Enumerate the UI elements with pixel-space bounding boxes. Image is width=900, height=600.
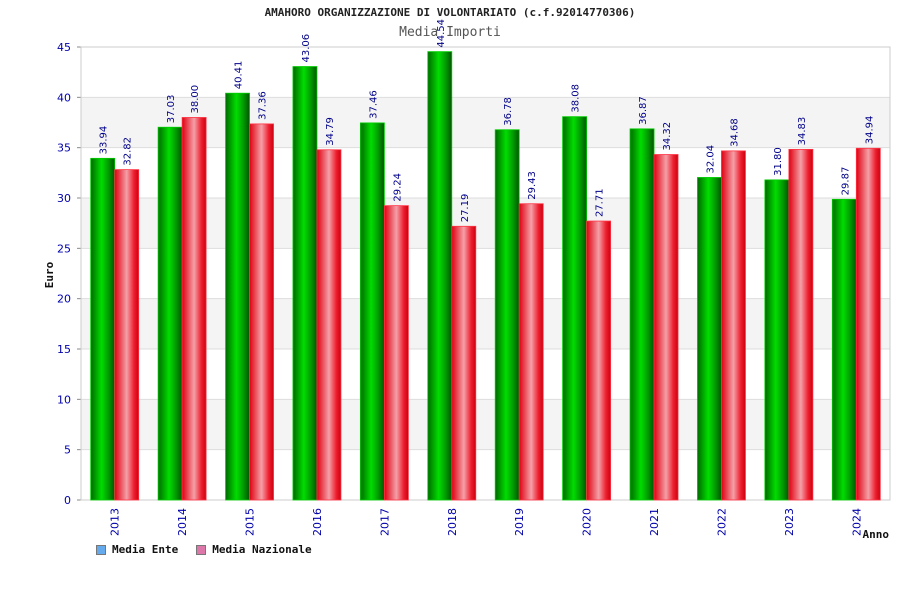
x-tick-label: 2021 xyxy=(648,508,661,536)
y-tick-label: 15 xyxy=(57,343,71,356)
data-label: 29.43 xyxy=(527,171,538,200)
data-label: 27.19 xyxy=(460,194,471,223)
grid-band xyxy=(81,298,890,349)
data-label: 37.03 xyxy=(166,95,177,124)
plot-area xyxy=(80,46,891,501)
legend-label-media-nazionale: Media Nazionale xyxy=(212,543,312,556)
data-label: 36.87 xyxy=(638,96,649,125)
data-label: 34.68 xyxy=(729,118,740,147)
bar-media-nazionale-2013 xyxy=(114,169,140,501)
x-tick-label: 2022 xyxy=(715,508,728,536)
data-label: 33.94 xyxy=(99,126,110,155)
data-label: 44.54 xyxy=(436,19,447,48)
y-tick-label: 20 xyxy=(57,293,71,306)
x-tick-label: 2013 xyxy=(109,508,122,536)
bar-media-nazionale-2014 xyxy=(181,117,207,501)
data-label: 34.32 xyxy=(662,122,673,151)
legend-item-media-ente: Media Ente xyxy=(96,543,178,556)
data-label: 31.80 xyxy=(773,147,784,176)
data-label: 38.00 xyxy=(190,85,201,114)
y-tick-label: 5 xyxy=(64,444,71,457)
y-tick-label: 0 xyxy=(64,494,71,507)
data-label: 27.71 xyxy=(595,188,606,217)
data-label: 34.94 xyxy=(864,116,875,145)
legend-swatch-media-nazionale xyxy=(196,544,207,555)
bar-media-ente-2017 xyxy=(359,122,385,501)
data-label: 34.79 xyxy=(325,117,336,146)
bar-media-nazionale-2018 xyxy=(451,225,477,501)
y-tick-label: 30 xyxy=(57,192,71,205)
bar-media-nazionale-2022 xyxy=(721,150,746,501)
x-axis-title: Anno xyxy=(863,528,890,541)
bar-media-ente-2016 xyxy=(292,66,318,501)
legend-label-media-ente: Media Ente xyxy=(112,543,179,556)
y-tick-label: 40 xyxy=(57,91,71,104)
chart-title: AMAHORO ORGANIZZAZIONE DI VOLONTARIATO (… xyxy=(264,6,636,19)
y-axis-title: Euro xyxy=(43,261,56,288)
data-label: 38.08 xyxy=(571,84,582,113)
y-tick-label: 35 xyxy=(57,142,71,155)
grid-band xyxy=(81,399,890,450)
grid-band xyxy=(81,198,890,249)
bar-media-ente-2019 xyxy=(494,129,520,501)
data-label: 29.87 xyxy=(840,167,851,196)
data-label: 37.46 xyxy=(368,90,379,119)
x-tick-label: 2024 xyxy=(850,508,863,536)
bar-media-ente-2018 xyxy=(427,51,453,501)
bar-media-ente-2021 xyxy=(629,128,655,501)
bar-media-ente-2020 xyxy=(562,116,588,501)
data-label: 40.41 xyxy=(234,61,245,90)
data-label: 36.78 xyxy=(503,97,514,126)
legend-swatch-media-ente xyxy=(96,544,106,555)
x-tick-label: 2017 xyxy=(378,508,391,536)
bar-media-ente-2023 xyxy=(764,179,790,501)
data-label: 32.82 xyxy=(123,137,134,166)
bar-media-nazionale-2015 xyxy=(249,123,274,501)
data-label: 34.83 xyxy=(797,117,808,146)
grid-band xyxy=(81,97,890,148)
x-tick-label: 2019 xyxy=(513,508,526,536)
bar-media-ente-2014 xyxy=(157,126,183,501)
bar-media-nazionale-2016 xyxy=(316,149,342,501)
legend-item-media-nazionale: Media Nazionale xyxy=(196,543,312,556)
x-tick-label: 2016 xyxy=(311,508,324,536)
bar-media-nazionale-2019 xyxy=(518,203,544,501)
y-tick-label: 45 xyxy=(57,41,71,54)
x-tick-label: 2020 xyxy=(581,508,594,536)
legend: Media Ente Media Nazionale xyxy=(96,543,312,556)
bar-media-ente-2013 xyxy=(90,157,116,501)
x-tick-label: 2014 xyxy=(176,508,189,536)
bar-media-nazionale-2024 xyxy=(855,147,881,501)
data-label: 29.24 xyxy=(392,173,403,202)
bar-media-ente-2024 xyxy=(831,198,857,501)
bar-media-nazionale-2023 xyxy=(788,148,814,501)
data-label: 32.04 xyxy=(705,145,716,174)
chart-subtitle: Media Importi xyxy=(399,25,501,40)
x-tick-label: 2015 xyxy=(244,508,257,536)
data-label: 37.36 xyxy=(258,91,269,120)
bar-media-nazionale-2017 xyxy=(383,205,409,501)
data-label: 43.06 xyxy=(301,34,312,63)
bar-media-nazionale-2021 xyxy=(653,154,679,501)
bar-media-ente-2022 xyxy=(697,177,722,501)
bar-media-nazionale-2020 xyxy=(586,220,612,501)
bar-media-ente-2015 xyxy=(225,92,250,501)
x-tick-label: 2023 xyxy=(783,508,796,536)
y-tick-label: 10 xyxy=(57,393,71,406)
y-tick-label: 25 xyxy=(57,242,71,255)
x-tick-label: 2018 xyxy=(446,508,459,536)
